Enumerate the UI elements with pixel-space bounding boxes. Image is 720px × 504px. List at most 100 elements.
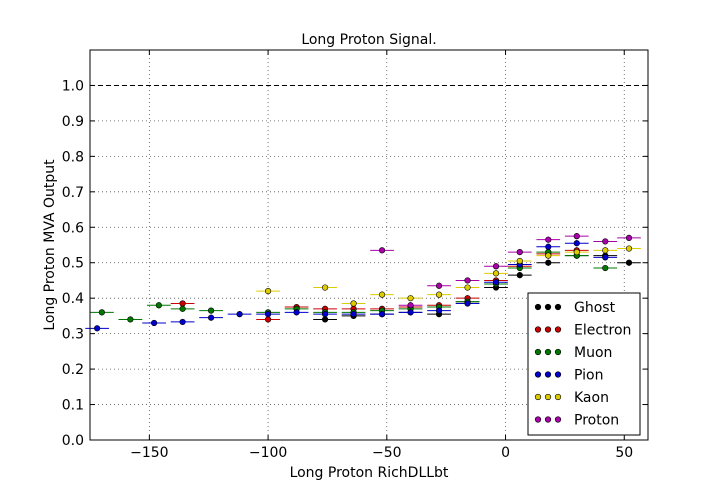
legend-entry-proton: Proton — [534, 413, 619, 429]
data-point — [98, 309, 105, 316]
chart-title: Long Proton Signal. — [301, 32, 436, 48]
data-point — [378, 291, 386, 298]
legend-marker — [554, 326, 562, 333]
legend-marker — [534, 303, 542, 311]
data-point — [155, 302, 162, 309]
data-point — [492, 279, 500, 286]
data-point — [207, 314, 215, 321]
legend-box — [527, 292, 641, 436]
data-point — [407, 309, 414, 316]
data-point — [407, 302, 414, 309]
data-point — [545, 259, 552, 266]
legend-marker — [534, 393, 542, 401]
x-tick-label: −150 — [130, 445, 168, 461]
x-tick-label: 0 — [501, 445, 510, 461]
y-tick-label: 0.3 — [62, 327, 84, 343]
data-point — [94, 325, 101, 332]
data-point — [264, 316, 272, 323]
legend-entry-ghost: Ghost — [534, 300, 616, 316]
data-point — [573, 233, 580, 240]
data-point — [545, 236, 552, 243]
data-point — [435, 282, 443, 289]
data-point — [236, 311, 243, 318]
series-kaon — [256, 245, 641, 307]
legend-marker — [554, 303, 562, 311]
data-point — [545, 252, 552, 259]
data-point — [127, 316, 134, 323]
legend: Ghost Electron Muon Pion Kaon Proton — [527, 292, 641, 436]
legend-marker — [544, 303, 552, 311]
data-point — [625, 234, 633, 242]
data-point — [179, 318, 186, 326]
legend-marker — [534, 326, 542, 333]
data-point — [625, 259, 633, 266]
data-point — [516, 257, 523, 265]
data-point — [435, 307, 443, 314]
data-point — [179, 305, 186, 312]
data-point — [378, 247, 386, 254]
legend-marker — [544, 393, 552, 401]
legend-marker — [534, 371, 542, 378]
data-point — [516, 272, 523, 279]
data-point — [602, 254, 609, 261]
data-point — [435, 291, 443, 298]
data-point — [407, 295, 414, 302]
y-tick-label: 0.2 — [62, 362, 84, 378]
data-point — [602, 238, 609, 245]
data-point — [464, 300, 471, 307]
y-tick-label: 1.0 — [62, 78, 84, 94]
legend-marker — [544, 348, 552, 356]
x-tick-label: −50 — [372, 445, 402, 461]
data-point — [321, 284, 329, 291]
data-point — [573, 248, 580, 256]
y-tick-label: 0.0 — [62, 433, 84, 449]
data-point — [350, 300, 357, 307]
data-point — [321, 311, 329, 318]
legend-marker — [544, 326, 552, 333]
legend-entry-kaon: Kaon — [534, 390, 609, 406]
data-point — [207, 307, 215, 314]
legend-marker — [534, 416, 542, 423]
data-point — [573, 240, 580, 247]
legend-label: Ghost — [574, 300, 616, 316]
y-tick-label: 0.4 — [62, 291, 84, 307]
data-point — [350, 311, 357, 318]
data-point — [602, 247, 609, 254]
data-point — [602, 264, 609, 272]
data-point — [545, 243, 552, 250]
data-point — [264, 287, 272, 295]
legend-label: Pion — [574, 368, 603, 384]
data-point — [378, 311, 386, 318]
legend-label: Electron — [574, 323, 631, 339]
legend-marker — [534, 348, 542, 356]
x-tick-label: −100 — [249, 445, 287, 461]
legend-marker — [554, 371, 562, 378]
plot-frame — [89, 49, 649, 441]
x-tick-label: 50 — [615, 445, 633, 461]
y-tick-label: 0.9 — [62, 114, 84, 130]
data-marks — [85, 233, 641, 332]
legend-label: Muon — [574, 345, 612, 361]
legend-entry-pion: Pion — [534, 368, 603, 384]
data-point — [293, 309, 300, 316]
y-tick-label: 0.8 — [62, 149, 84, 165]
legend-label: Proton — [574, 413, 619, 429]
y-tick-label: 0.6 — [62, 220, 84, 236]
y-tick-label: 0.7 — [62, 185, 84, 201]
legend-entry-electron: Electron — [534, 323, 631, 339]
series-pion — [85, 240, 618, 332]
legend-marker — [554, 348, 562, 356]
y-tick-label: 0.5 — [62, 256, 84, 272]
legend-marker — [544, 416, 552, 423]
data-point — [464, 277, 471, 284]
series-proton — [370, 233, 641, 309]
x-axis: −150 −100 −50 0 50 — [130, 50, 633, 461]
legend-marker — [544, 371, 552, 378]
data-point — [492, 270, 500, 277]
legend-label: Kaon — [574, 390, 609, 406]
data-point — [492, 263, 500, 270]
x-axis-label: Long Proton RichDLLbt — [290, 465, 449, 481]
data-point — [179, 300, 186, 307]
data-point — [151, 319, 158, 327]
